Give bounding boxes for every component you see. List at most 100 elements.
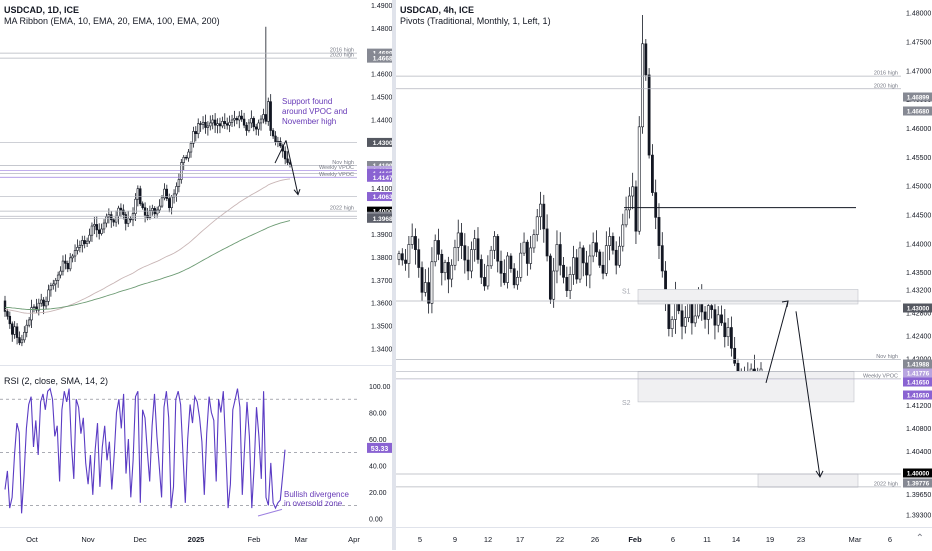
h4-price-marker-value: 1.43000: [907, 306, 930, 313]
rsi-value-marker: [367, 442, 392, 453]
candle-body: [276, 140, 280, 143]
candle-body: [257, 122, 260, 130]
candle-body: [585, 262, 588, 276]
price-marker: [367, 48, 392, 58]
candle-body: [204, 121, 207, 128]
rsi-panel[interactable]: 100.00 80.00 60.00 40.00 20.00 0.00 53.33 Bulli…: [0, 365, 392, 528]
candle-body: [637, 126, 641, 232]
candle-body: [238, 115, 241, 121]
candle-body: [274, 135, 277, 143]
candle-body: [496, 236, 500, 262]
h4-time-axis[interactable]: 5 9 12 17 22 26 Feb 6 11 14 19 23 Mar 6 ⌃: [396, 527, 932, 551]
candle-body: [456, 232, 460, 248]
daily-price-panel[interactable]: 1.490001.480001.470001.460001.450001.440…: [0, 0, 392, 365]
candle-body: [525, 241, 529, 264]
candle-body: [194, 131, 198, 135]
rsi-y-tick-label: 80.00: [369, 410, 387, 417]
x-tick-label: Nov: [81, 535, 95, 544]
candle-body: [608, 236, 612, 246]
daily-chart-svg[interactable]: 1.490001.480001.470001.460001.450001.440…: [0, 0, 392, 365]
s2-label: S2: [622, 400, 631, 407]
h4-price-panel[interactable]: 1.480001.475001.470001.465001.460001.455…: [396, 0, 932, 527]
candle-body: [410, 236, 414, 245]
price-marker: [367, 206, 392, 216]
candle-body: [23, 331, 26, 341]
h4-x-tick-label: 12: [484, 535, 492, 544]
candle-body: [713, 309, 717, 326]
price-marker-value: 1.46680: [373, 56, 392, 63]
navigate-up-icon[interactable]: ⌃: [915, 533, 924, 544]
candle-body: [197, 123, 200, 135]
h4-price-marker: [903, 468, 932, 478]
candle-body: [54, 279, 57, 285]
candle-body: [683, 317, 687, 327]
h4-price-marker: [903, 359, 932, 369]
candle-body: [233, 118, 236, 121]
y-tick-label: 1.39000: [371, 232, 392, 239]
y-tick-label: 1.37000: [371, 278, 392, 285]
candle-body: [90, 225, 94, 236]
candle-body: [548, 255, 552, 300]
candle-body: [27, 319, 31, 326]
h4-price-marker-value: 1.41776: [907, 371, 930, 378]
price-marker: [367, 161, 392, 171]
candle-body: [61, 260, 65, 272]
candle-body: [11, 323, 14, 335]
candle-body: [131, 213, 135, 221]
price-marker: [367, 137, 392, 147]
candle-body: [119, 207, 123, 211]
candle-body: [97, 229, 101, 234]
h4-y-tick-label: 1.43500: [906, 270, 931, 277]
candle-body: [572, 257, 575, 275]
y-tick-label: 1.46000: [371, 72, 392, 79]
candle-body: [552, 270, 556, 300]
candle-body: [216, 123, 219, 126]
candle-body: [184, 157, 188, 159]
h4-x-tick-label: 11: [703, 535, 711, 544]
candle-body: [542, 203, 546, 230]
level-label: Nov high: [332, 160, 354, 166]
rsi-y-tick-label: 20.00: [369, 490, 387, 497]
daily-time-axis[interactable]: Oct Nov Dec 2025 Feb Mar Apr: [0, 527, 392, 551]
candle-body: [228, 121, 231, 126]
candle-body: [151, 208, 154, 211]
rsi-title: RSI (2, close, SMA, 14, 2): [4, 376, 109, 386]
y-tick-label: 1.38000: [371, 255, 392, 262]
candle-body: [165, 188, 169, 199]
candle-body: [209, 122, 212, 127]
candle-body: [286, 158, 289, 163]
candle-body: [529, 247, 533, 264]
candle-body: [83, 240, 86, 244]
candle-body: [443, 262, 447, 274]
candle-body: [516, 277, 519, 286]
candle-body: [558, 244, 562, 266]
annotation-text: November high: [282, 117, 336, 126]
candle-body: [15, 326, 19, 338]
candle-body: [155, 209, 159, 215]
panel-divider[interactable]: [392, 0, 396, 550]
h4-price-marker: [903, 368, 932, 378]
h4-symbol-title: USDCAD, 4h, ICE: [400, 5, 475, 15]
candle-body: [105, 216, 108, 224]
h4-y-tick-label: 1.47000: [906, 68, 931, 75]
candle-body: [37, 302, 41, 311]
candle-body: [64, 260, 67, 264]
h4-price-marker: [903, 390, 932, 400]
x-tick-label: Oct: [26, 535, 39, 544]
candle-body: [66, 263, 69, 270]
h4-chart-svg[interactable]: 1.480001.475001.470001.465001.460001.455…: [396, 0, 932, 527]
candle-body: [450, 264, 454, 280]
annotation-text: Support found: [282, 97, 332, 106]
candle-body: [644, 43, 648, 76]
candle-body: [647, 74, 651, 156]
daily-x-axis-svg: Oct Nov Dec 2025 Feb Mar Apr: [26, 535, 360, 544]
candle-body: [163, 188, 166, 199]
level-label: Weekly VPOC: [319, 172, 354, 178]
candle-body: [32, 306, 36, 308]
candle-body: [621, 224, 625, 247]
candle-body: [627, 195, 631, 211]
candle-body: [522, 241, 526, 254]
rsi-chart-svg[interactable]: 100.00 80.00 60.00 40.00 20.00 0.00 53.33 Bulli…: [0, 366, 392, 528]
h4-indicator-title: Pivots (Traditional, Monthly, 1, Left, 1…: [400, 16, 551, 26]
candle-body: [670, 319, 674, 329]
